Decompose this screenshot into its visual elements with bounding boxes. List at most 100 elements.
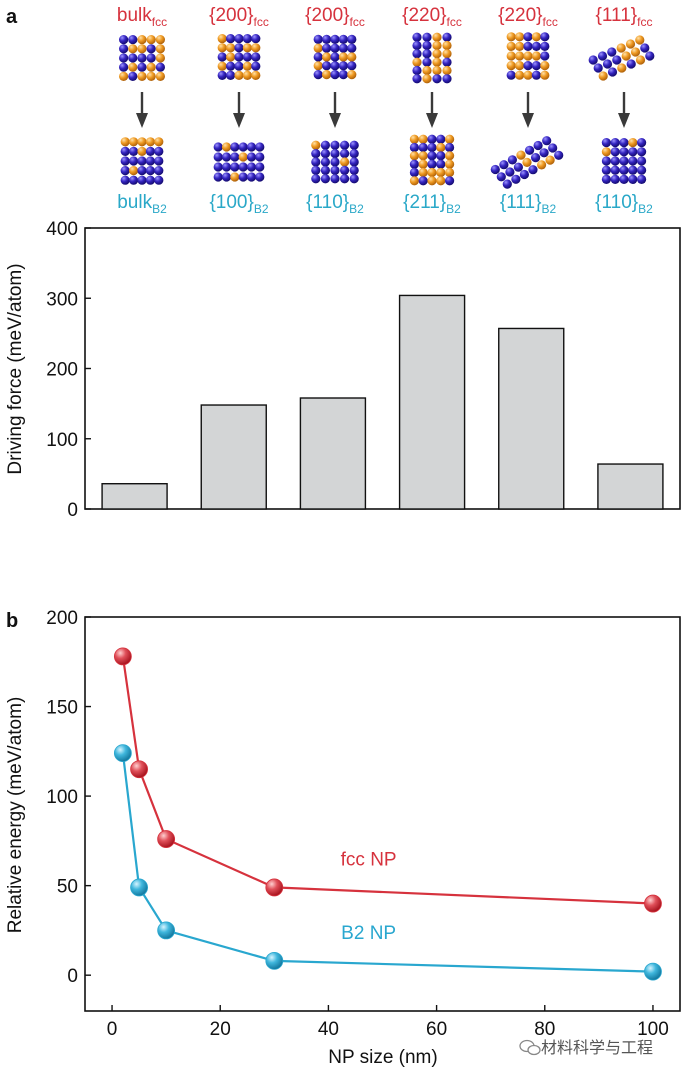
atom-blue (349, 165, 359, 175)
atom-blue (155, 62, 165, 72)
atom-orange (313, 43, 323, 53)
atom-blue (213, 162, 223, 172)
atom-blue (637, 156, 647, 166)
watermark-text: 材料科学与工程 (541, 1039, 653, 1057)
atom-blue (601, 165, 612, 175)
atom-blue (519, 169, 530, 180)
atom-orange (531, 32, 542, 42)
atom-blue (601, 138, 612, 148)
atom-blue (513, 162, 524, 172)
b2-label: {211}B2 (403, 192, 461, 216)
atom-blue (422, 32, 432, 42)
bar (597, 463, 664, 510)
atom-orange (436, 142, 446, 153)
atom-orange (506, 51, 516, 61)
atom-blue (120, 175, 130, 185)
atom-orange (432, 57, 442, 67)
atom-blue (234, 43, 244, 53)
atom-blue (137, 166, 147, 176)
atom-blue (322, 34, 332, 45)
atom-orange (251, 43, 261, 53)
atom-orange (427, 176, 437, 186)
atom-blue (246, 162, 257, 172)
atom-orange (515, 70, 525, 80)
atom-blue (217, 70, 227, 80)
atom-orange (119, 71, 129, 81)
panel-b-letter: b (6, 610, 18, 632)
atomic-cluster (120, 137, 164, 185)
y-tick-label: 100 (46, 430, 78, 451)
atom-orange (537, 160, 547, 170)
atom-blue (255, 162, 265, 172)
atom-blue (619, 138, 629, 148)
fcc-label: bulkfcc (117, 5, 167, 29)
atom-orange (515, 61, 525, 71)
x-tick-label: 40 (318, 1019, 339, 1040)
atom-blue (213, 172, 223, 182)
atom-orange (146, 71, 156, 81)
atom-blue (619, 156, 629, 166)
b2-label: {111}B2 (500, 192, 557, 216)
atom-orange (137, 44, 147, 54)
atom-orange (531, 51, 542, 61)
atom-blue (145, 175, 155, 185)
b2-label: {110}B2 (595, 192, 653, 216)
atom-orange (601, 147, 612, 157)
atom-blue (548, 143, 558, 153)
atom-blue (213, 152, 223, 162)
atom-blue (221, 162, 232, 172)
atom-blue (619, 165, 629, 175)
atom-blue (311, 165, 321, 175)
atom-blue (531, 70, 542, 80)
atom-orange (540, 70, 550, 80)
atom-orange (506, 41, 516, 52)
atom-blue (119, 44, 129, 54)
atom-orange (242, 43, 252, 53)
atom-blue (506, 70, 516, 80)
fcc-label: {220}fcc (402, 5, 462, 29)
atom-blue (137, 62, 147, 72)
atom-blue (418, 176, 428, 186)
atom-blue (246, 142, 257, 152)
atom-blue (311, 174, 321, 184)
series-fcc: fcc NP (113, 647, 662, 913)
y-axis-label: Driving force (meV/atom) (5, 263, 26, 474)
atom-orange (427, 167, 437, 178)
atom-blue (418, 142, 428, 153)
atom-orange (445, 167, 455, 178)
atom-blue (226, 34, 236, 44)
atom-blue (320, 174, 330, 184)
atom-orange (628, 138, 638, 148)
relative-energy-line-chart: Relative energy (meV/atom) NP size (nm) … (5, 608, 681, 1068)
atom-orange (120, 137, 130, 147)
atom-blue (129, 175, 139, 185)
atom-orange (442, 65, 452, 76)
atom-blue (436, 159, 446, 169)
atom-orange (226, 43, 236, 53)
x-tick-label: 100 (637, 1019, 669, 1040)
atom-orange (221, 142, 232, 152)
atom-blue (619, 174, 629, 184)
atom-blue (610, 147, 620, 157)
atom-orange (322, 70, 332, 80)
atom-blue (588, 55, 598, 65)
atom-orange (409, 134, 419, 144)
atom-blue (146, 44, 156, 54)
atom-blue (427, 159, 437, 169)
atom-blue (330, 34, 340, 45)
atom-blue (340, 174, 350, 184)
atomic-cluster (506, 32, 550, 80)
data-point (113, 647, 132, 666)
atom-blue (255, 152, 265, 162)
down-arrow (136, 92, 148, 128)
atom-orange (137, 35, 147, 45)
atom-blue (120, 166, 130, 176)
y-tick-label: 200 (46, 360, 78, 381)
atom-blue (338, 43, 348, 53)
atom-blue (499, 160, 509, 170)
y-tick-label: 150 (46, 698, 78, 719)
atom-blue (330, 140, 340, 150)
atom-blue (340, 165, 350, 175)
atom-blue (610, 138, 620, 148)
data-point (113, 744, 132, 763)
